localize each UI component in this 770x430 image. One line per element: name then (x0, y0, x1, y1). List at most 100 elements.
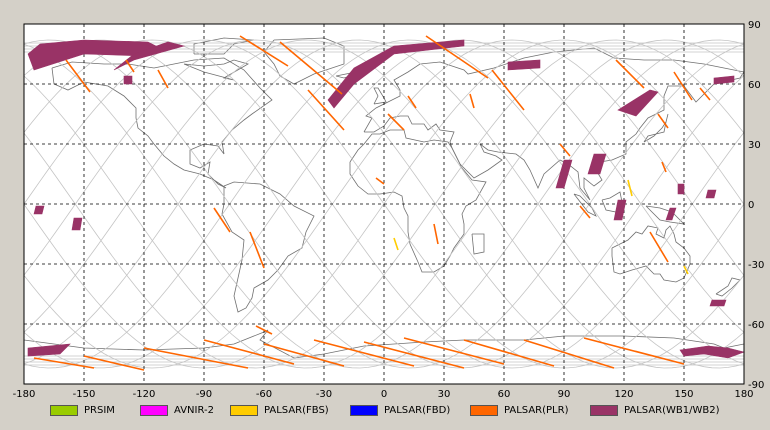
plr-track (143, 347, 249, 369)
legend-label-fbs: PALSAR(FBS) (264, 404, 329, 416)
plr-track (125, 59, 135, 73)
plr-track (307, 89, 345, 131)
x-tick-label: -180 (13, 389, 36, 400)
plr-track (649, 231, 669, 263)
plr-track (249, 231, 265, 269)
coastline (471, 233, 485, 255)
legend-item-plr: PALSAR(PLR) (470, 402, 568, 418)
coastline (51, 57, 273, 189)
x-tick-label: -60 (256, 389, 272, 400)
plr-track (523, 339, 615, 369)
wb-coverage-region (665, 207, 677, 221)
wb-coverage-region (113, 41, 186, 71)
coastline (263, 37, 345, 85)
y-tick-label: -60 (748, 320, 764, 331)
wb-coverage-region (679, 345, 746, 359)
plr-track (279, 41, 343, 95)
plr-track (403, 337, 505, 365)
plr-track (699, 87, 711, 101)
plr-track (387, 113, 405, 131)
x-tick-label: 0 (381, 389, 387, 400)
wb-coverage-region (617, 89, 659, 117)
plr-coverage-layer (33, 35, 711, 371)
legend-label-wb: PALSAR(WB1/WB2) (624, 404, 720, 416)
y-tick-label: 60 (748, 80, 761, 91)
wb-coverage-region (613, 199, 627, 221)
plr-track (425, 35, 489, 79)
x-tick-label: -90 (196, 389, 212, 400)
wb-coverage-region (709, 299, 727, 307)
y-axis-ticks: 90 60 30 0 -30 -60 -90 (748, 20, 764, 391)
map-frame (23, 23, 745, 385)
wb-coverage-region (677, 183, 685, 195)
plr-track (463, 339, 555, 367)
plr-track (313, 339, 415, 367)
coastline (23, 329, 745, 359)
wb-coverage-region (71, 217, 83, 231)
legend-swatch-prsim (50, 404, 78, 416)
wb-coverage-region (33, 205, 45, 215)
plr-track (65, 59, 91, 93)
plr-track (657, 113, 669, 129)
legend-swatch-avnir2 (140, 404, 168, 416)
coastline (183, 59, 250, 81)
legend-label-plr: PALSAR(PLR) (504, 404, 569, 416)
plr-track (363, 341, 465, 369)
wb-coverage-region (587, 153, 607, 175)
plr-track (583, 337, 685, 365)
x-tick-label: -30 (316, 389, 332, 400)
legend-swatch-plr (470, 404, 498, 416)
plr-track (559, 143, 571, 157)
x-tick-label: -150 (73, 389, 96, 400)
wb-coverage-region (713, 75, 735, 85)
x-axis-ticks: -180 -150 -120 -90 -60 -30 0 30 60 90 120 150 180 (13, 389, 754, 400)
legend-item-prsim: PRSIM (50, 402, 115, 418)
legend-swatch-wb (590, 404, 618, 416)
wb-coverage-layer (27, 39, 746, 359)
plr-track (433, 223, 439, 245)
x-tick-label: 180 (734, 389, 753, 400)
wb-coverage-region (507, 59, 541, 71)
plr-track (83, 355, 145, 371)
x-tick-label: 150 (674, 389, 693, 400)
y-tick-label: 0 (748, 200, 754, 211)
legend-label-prsim: PRSIM (84, 404, 115, 416)
wb-coverage-region (555, 159, 573, 189)
plr-track (213, 207, 231, 233)
legend-swatch-fbd (350, 404, 378, 416)
legend-item-fbd: PALSAR(FBD) (350, 402, 450, 418)
legend-label-fbd: PALSAR(FBD) (384, 404, 451, 416)
y-tick-label: 30 (748, 140, 761, 151)
wb-coverage-region (123, 75, 133, 85)
legend-swatch-fbs (230, 404, 258, 416)
legend-item-avnir2: AVNIR-2 (140, 402, 214, 418)
plr-track (375, 177, 385, 185)
grid-lines (24, 24, 744, 384)
x-tick-label: 60 (498, 389, 511, 400)
coastline (643, 113, 669, 143)
x-tick-label: 90 (558, 389, 571, 400)
plr-track (491, 69, 525, 111)
plr-track (673, 71, 693, 101)
y-tick-label: 90 (748, 20, 761, 31)
fbs-track (683, 265, 689, 275)
legend-item-wb: PALSAR(WB1/WB2) (590, 402, 720, 418)
plr-track (661, 161, 667, 173)
plr-track (615, 59, 645, 89)
plr-track (157, 69, 169, 89)
plr-track (579, 205, 591, 219)
plr-track (407, 95, 417, 109)
plr-track (469, 93, 475, 109)
x-tick-label: -120 (133, 389, 156, 400)
fbs-track (627, 179, 633, 197)
wb-coverage-region (27, 343, 71, 357)
y-tick-label: -30 (748, 260, 764, 271)
coastline (373, 87, 387, 105)
plr-track (239, 35, 289, 67)
legend-item-fbs: PALSAR(FBS) (230, 402, 329, 418)
fbs-coverage-layer (393, 179, 689, 275)
plr-track (263, 343, 345, 367)
wb-coverage-region (327, 39, 465, 109)
legend: PRSIM AVNIR-2 PALSAR(FBS) PALSAR(FBD) PA… (0, 402, 770, 420)
